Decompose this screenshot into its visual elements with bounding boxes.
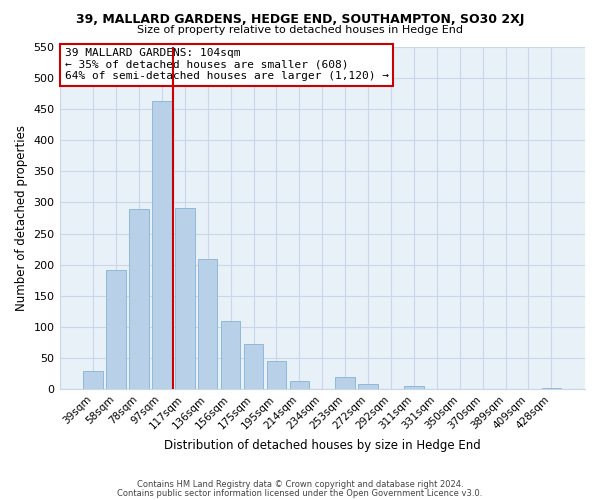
Bar — [404, 386, 424, 390]
Text: 39 MALLARD GARDENS: 104sqm
← 35% of detached houses are smaller (608)
64% of sem: 39 MALLARD GARDENS: 104sqm ← 35% of deta… — [65, 48, 389, 82]
Y-axis label: Number of detached properties: Number of detached properties — [15, 125, 28, 311]
Bar — [129, 208, 149, 390]
Text: 39, MALLARD GARDENS, HEDGE END, SOUTHAMPTON, SO30 2XJ: 39, MALLARD GARDENS, HEDGE END, SOUTHAMP… — [76, 12, 524, 26]
Text: Contains public sector information licensed under the Open Government Licence v3: Contains public sector information licen… — [118, 488, 482, 498]
Bar — [244, 344, 263, 390]
Bar — [106, 270, 126, 390]
Bar — [290, 380, 309, 390]
Text: Contains HM Land Registry data © Crown copyright and database right 2024.: Contains HM Land Registry data © Crown c… — [137, 480, 463, 489]
Bar — [83, 370, 103, 390]
Bar — [358, 384, 378, 390]
Bar — [267, 361, 286, 390]
Bar — [152, 102, 172, 390]
X-axis label: Distribution of detached houses by size in Hedge End: Distribution of detached houses by size … — [164, 440, 481, 452]
Bar — [335, 377, 355, 390]
Text: Size of property relative to detached houses in Hedge End: Size of property relative to detached ho… — [137, 25, 463, 35]
Bar — [221, 321, 241, 390]
Bar — [542, 388, 561, 390]
Bar — [198, 258, 217, 390]
Bar — [175, 208, 194, 390]
